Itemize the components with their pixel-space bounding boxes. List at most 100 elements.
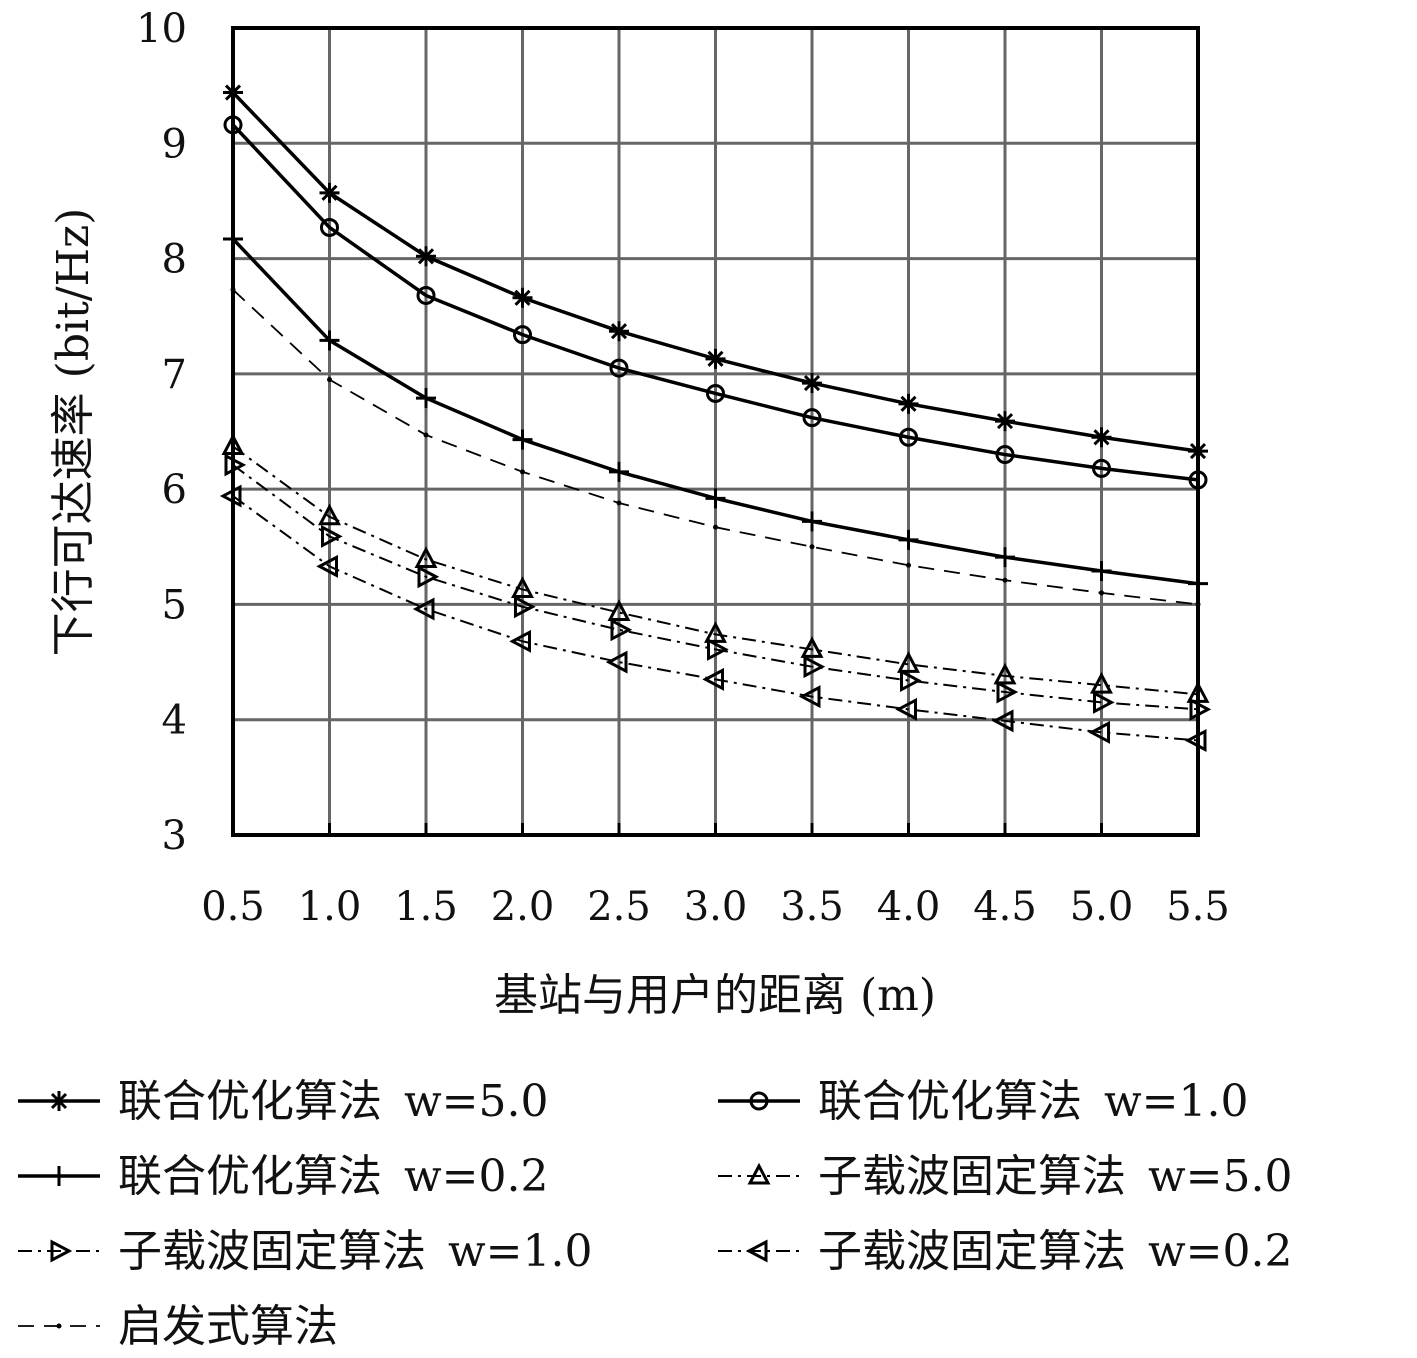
- marker-triangle: [895, 697, 917, 721]
- marker-circle: [609, 358, 629, 378]
- x-tick-label: 4.5: [973, 884, 1037, 930]
- marker-asterisk: [705, 348, 726, 369]
- marker-triangle: [605, 650, 628, 674]
- marker-circle: [609, 358, 629, 378]
- marker-triangle: [1088, 720, 1110, 744]
- marker-stroke: [50, 1092, 68, 1110]
- legend-name: 启发式算法: [118, 1301, 338, 1352]
- marker-triangle-left: [702, 667, 724, 691]
- marker-circle: [513, 325, 532, 345]
- x-tick-label: 1.0: [298, 884, 362, 930]
- marker-dot: [906, 562, 911, 568]
- marker-stroke: [707, 350, 724, 367]
- marker-triangle-left: [895, 697, 917, 721]
- marker-triangle-up: [897, 651, 920, 673]
- marker-circle: [513, 325, 532, 345]
- marker-stroke: [1093, 429, 1110, 446]
- marker-triangle-up: [607, 599, 631, 621]
- marker-plus: [995, 547, 1015, 568]
- marker-triangle: [50, 1239, 73, 1263]
- legend-name: 联合优化算法: [118, 1076, 382, 1127]
- marker-asterisk: [609, 321, 629, 342]
- marker-plus: [802, 511, 822, 532]
- marker-circle: [899, 427, 918, 447]
- marker-triangle: [321, 524, 343, 548]
- legend-name: 联合优化算法: [818, 1076, 1082, 1127]
- x-tick-label: 5.0: [1070, 884, 1134, 930]
- x-tick-label: 4.0: [877, 884, 941, 930]
- marker-plus: [319, 330, 340, 351]
- marker-triangle: [993, 662, 1017, 685]
- legend-param: w=1.0: [448, 1226, 593, 1277]
- marker-triangle-up: [747, 1162, 771, 1185]
- y-tick-label: 3: [162, 813, 187, 859]
- marker-asterisk: [416, 246, 436, 267]
- legend-param: w=0.2: [404, 1151, 549, 1202]
- marker-triangle: [1093, 690, 1115, 714]
- marker-dot: [616, 500, 622, 506]
- marker-circle: [1092, 458, 1111, 478]
- marker-triangle: [511, 576, 534, 598]
- legend-label: 联合优化算法 w=1.0: [818, 1076, 1249, 1127]
- marker-circle: [706, 383, 725, 403]
- marker-plus: [898, 529, 919, 550]
- marker-triangle: [897, 651, 920, 673]
- marker-triangle: [900, 669, 922, 693]
- marker-triangle-up: [414, 546, 438, 568]
- marker-triangle-left: [509, 629, 531, 653]
- marker-stroke: [417, 248, 435, 265]
- marker-triangle: [417, 565, 440, 589]
- marker-triangle-right: [996, 680, 1019, 704]
- legend: 联合优化算法 w=5.0 联合优化算法 w=1.0 联合优化算法 w=0.2 子载波固定算法…: [18, 1076, 1293, 1352]
- marker-dot: [1099, 590, 1104, 596]
- x-tick-label: 3.0: [684, 884, 748, 930]
- marker-asterisk: [1091, 427, 1112, 448]
- marker-dot: [713, 524, 718, 530]
- y-axis-label: 下行可达速率 (bit/Hz): [48, 208, 99, 657]
- marker-dot: [327, 377, 332, 383]
- marker-triangle-up: [993, 662, 1017, 685]
- series-line: [232, 495, 1199, 742]
- marker-circle: [320, 217, 339, 237]
- legend-param: w=5.0: [404, 1076, 549, 1127]
- marker-dot: [906, 562, 911, 568]
- series-line: [232, 445, 1199, 696]
- series-2: [223, 228, 1208, 594]
- legend-label: 子载波固定算法 w=5.0: [818, 1151, 1293, 1202]
- y-tick-label: 6: [162, 467, 187, 513]
- legend-label: 子载波固定算法 w=1.0: [118, 1226, 593, 1277]
- marker-circle: [416, 285, 436, 305]
- y-tick-label: 10: [136, 6, 187, 52]
- marker-triangle-right: [610, 618, 633, 642]
- marker-dot: [56, 1323, 62, 1329]
- legend-label: 启发式算法: [118, 1301, 338, 1352]
- marker-triangle: [414, 546, 438, 568]
- x-tick-label: 0.5: [201, 884, 265, 930]
- marker-circle: [802, 408, 822, 428]
- legend-item: 联合优化算法 w=5.0: [18, 1076, 549, 1127]
- marker-triangle: [316, 554, 338, 578]
- marker-dot: [1002, 577, 1008, 583]
- legend-param: w=1.0: [1104, 1076, 1249, 1127]
- marker-plus: [49, 1166, 69, 1186]
- marker-dot: [423, 432, 429, 438]
- marker-circle: [320, 217, 339, 237]
- marker-triangle-up: [800, 636, 824, 658]
- marker-triangle-right: [417, 565, 440, 589]
- marker-triangle: [996, 680, 1019, 704]
- marker-triangle: [412, 597, 435, 621]
- marker-dot: [713, 524, 718, 530]
- y-tick-label: 7: [162, 352, 187, 398]
- marker-triangle-left: [745, 1239, 768, 1263]
- marker-triangle-right: [1093, 690, 1115, 714]
- marker-triangle: [514, 595, 536, 619]
- marker-circle: [416, 285, 436, 305]
- legend-name: 联合优化算法: [118, 1151, 382, 1202]
- marker-triangle-left: [991, 709, 1014, 733]
- legend-label: 子载波固定算法 w=0.2: [818, 1226, 1293, 1277]
- marker-stroke: [610, 323, 628, 340]
- marker-asterisk: [319, 182, 340, 203]
- marker-dot: [327, 377, 332, 383]
- marker-asterisk: [49, 1091, 69, 1111]
